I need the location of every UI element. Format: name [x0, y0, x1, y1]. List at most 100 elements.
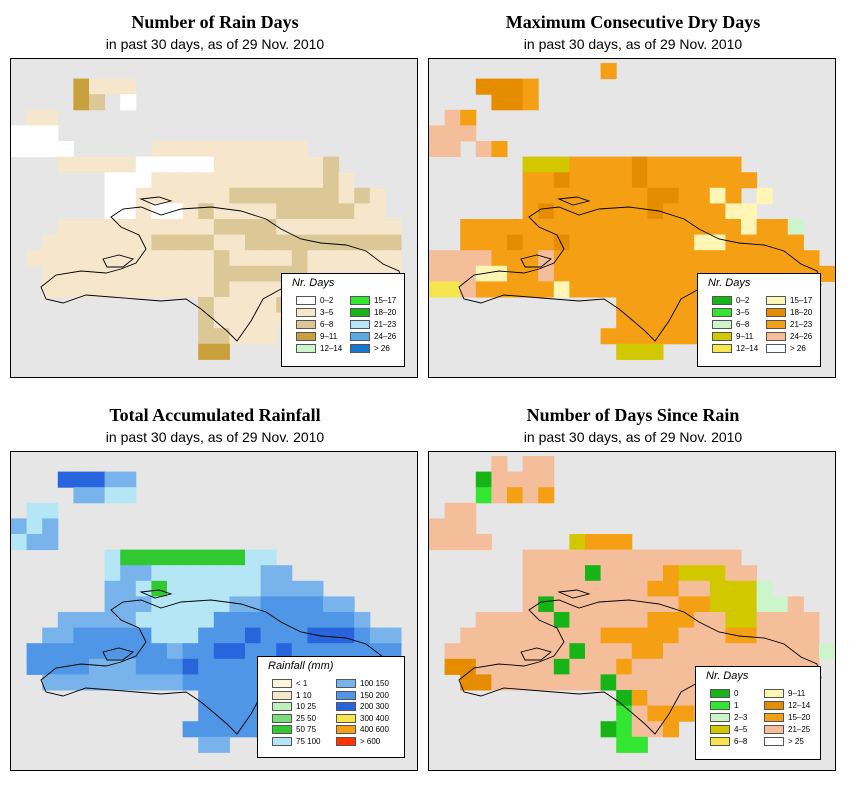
grid-cell [507, 674, 524, 691]
grid-cell [135, 658, 152, 675]
grid-cell [616, 234, 633, 251]
grid-cell [709, 156, 726, 173]
grid-cell [307, 219, 324, 236]
grid-cell [182, 549, 199, 566]
grid-cell [42, 518, 59, 535]
grid-cell [725, 172, 742, 189]
legend-swatch [766, 320, 786, 329]
grid-cell [245, 596, 262, 613]
grid-cell [120, 156, 137, 173]
grid-cell [678, 250, 695, 267]
grid-cell [631, 312, 648, 329]
grid-cell [507, 487, 524, 504]
grid-cell [569, 265, 586, 282]
grid-cell [663, 643, 680, 660]
grid-cell [73, 471, 90, 488]
map-rain-days: Nr. Days 0–2 3–5 6–8 9–11 12–14 15–17 18–20 21–… [10, 58, 418, 378]
legend-label: 1 [734, 701, 739, 710]
grid-cell [694, 203, 711, 220]
grid-cell [11, 518, 28, 535]
grid-cell [104, 250, 121, 267]
grid-cell [507, 78, 524, 95]
grid-cell [678, 612, 695, 629]
grid-cell [120, 94, 137, 111]
grid-cell [585, 580, 602, 597]
grid-cell [276, 250, 293, 267]
grid-cell [663, 690, 680, 707]
legend-swatch [712, 332, 732, 341]
grid-cell [600, 328, 617, 345]
grid-cell [631, 281, 648, 298]
grid-cell [522, 487, 539, 504]
legend-swatch [712, 308, 732, 317]
legend-label: 15–17 [374, 296, 397, 305]
grid-cell [631, 690, 648, 707]
grid-cell [491, 141, 508, 158]
grid-cell [585, 219, 602, 236]
grid-cell [444, 265, 461, 282]
grid-cell [756, 612, 773, 629]
legend-swatch [296, 344, 316, 353]
grid-cell [694, 172, 711, 189]
grid-cell [709, 187, 726, 204]
grid-cell [429, 125, 446, 142]
grid-cell [631, 219, 648, 236]
grid-cell [678, 219, 695, 236]
grid-cell [538, 456, 555, 473]
grid-cell [538, 234, 555, 251]
legend-swatch [764, 701, 784, 710]
grid-cell [678, 596, 695, 613]
grid-cell [135, 281, 152, 298]
grid-cell [213, 328, 230, 345]
grid-cell [260, 612, 277, 629]
grid-cell [198, 219, 215, 236]
grid-cell [600, 674, 617, 691]
grid-cell [616, 265, 633, 282]
grid-cell [616, 690, 633, 707]
grid-cell [135, 627, 152, 644]
grid-cell [213, 580, 230, 597]
legend-label: 25 50 [296, 713, 317, 723]
legend-swatch [336, 725, 356, 734]
grid-cell [182, 565, 199, 582]
grid-cell [631, 172, 648, 189]
grid-cell [631, 250, 648, 267]
grid-cell [647, 549, 664, 566]
grid-cell [725, 643, 742, 660]
grid-cell [538, 658, 555, 675]
grid-cell [338, 203, 355, 220]
grid-cell [647, 203, 664, 220]
grid-cell [491, 643, 508, 660]
grid-cell [553, 612, 570, 629]
grid-cell [276, 141, 293, 158]
legend-label: 6–8 [736, 320, 750, 329]
grid-cell [323, 187, 340, 204]
grid-cell [475, 534, 492, 551]
grid-cell [507, 643, 524, 660]
grid-cell [229, 297, 246, 314]
grid-cell [151, 281, 168, 298]
grid-cell [600, 596, 617, 613]
grid-cell [104, 580, 121, 597]
legend-swatch [350, 296, 370, 305]
grid-cell [694, 596, 711, 613]
grid-cell [709, 203, 726, 220]
grid-cell [245, 328, 262, 345]
grid-cell [663, 297, 680, 314]
grid-cell [678, 690, 695, 707]
grid-cell [741, 627, 758, 644]
grid-cell [678, 312, 695, 329]
grid-cell [323, 203, 340, 220]
grid-cell [694, 565, 711, 582]
legend-label: 1 10 [296, 690, 312, 700]
grid-cell [647, 612, 664, 629]
grid-cell [198, 297, 215, 314]
grid-cell [182, 187, 199, 204]
grid-cell [135, 234, 152, 251]
grid-cell [229, 312, 246, 329]
grid-cell [182, 250, 199, 267]
grid-cell [694, 627, 711, 644]
grid-cell [491, 627, 508, 644]
legend-swatch [766, 344, 786, 353]
grid-cell [507, 627, 524, 644]
